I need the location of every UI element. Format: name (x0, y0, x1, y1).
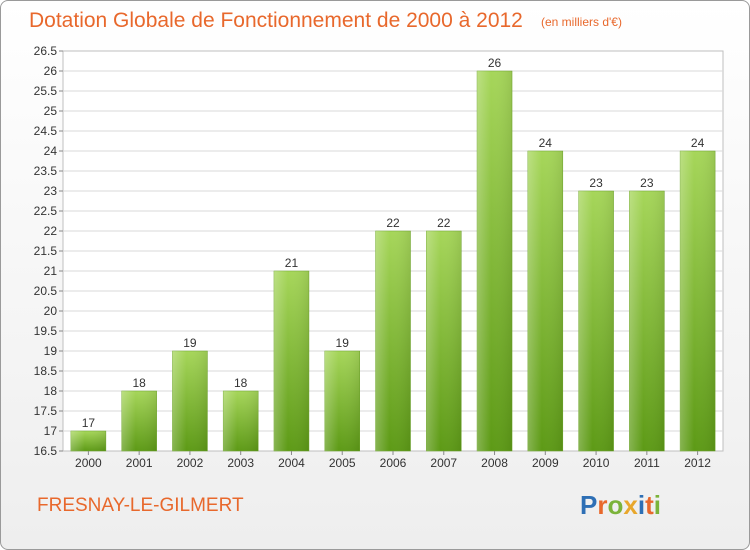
bar-shading (527, 151, 563, 451)
y-tick-label: 22.5 (34, 204, 58, 218)
data-label: 18 (234, 376, 248, 390)
x-tick-label: 2003 (227, 456, 254, 470)
x-tick-label: 2007 (430, 456, 457, 470)
proxiti-logo: Proxiti (580, 490, 661, 521)
y-tick-label: 20.5 (34, 284, 58, 298)
y-tick-label: 25 (44, 104, 58, 118)
bar-shading (578, 191, 614, 451)
y-tick-label: 26.5 (34, 44, 58, 58)
commune-name: FRESNAY-LE-GILMERT (37, 495, 244, 516)
bar-shading (426, 231, 462, 451)
y-tick-label: 19 (44, 344, 58, 358)
y-tick-label: 21.5 (34, 244, 58, 258)
bar-shading (680, 151, 716, 451)
data-label: 19 (336, 336, 350, 350)
bar-shading (324, 351, 360, 451)
data-label: 18 (132, 376, 146, 390)
bar-shading (629, 191, 665, 451)
bar-shading (375, 231, 411, 451)
y-tick-label: 22 (44, 224, 58, 238)
x-tick-label: 2005 (329, 456, 356, 470)
bar-shading (70, 431, 106, 451)
x-tick-label: 2008 (481, 456, 508, 470)
x-tick-label: 2012 (684, 456, 711, 470)
x-tick-label: 2006 (380, 456, 407, 470)
y-tick-label: 23 (44, 184, 58, 198)
x-tick-label: 2011 (634, 456, 660, 470)
y-tick-label: 21 (44, 264, 58, 278)
data-label: 22 (386, 216, 400, 230)
logo-letter: t (645, 490, 654, 520)
logo-letter: i (637, 490, 646, 520)
y-tick-label: 18 (44, 384, 58, 398)
bar-shading (172, 351, 208, 451)
y-tick-label: 16.5 (34, 444, 58, 458)
logo-letter: x (623, 490, 638, 520)
logo-letter: r (597, 490, 608, 520)
bar-shading (477, 71, 513, 451)
x-tick-label: 2010 (583, 456, 610, 470)
logo-letter: i (653, 490, 661, 520)
bar-shading (273, 271, 309, 451)
data-label: 23 (640, 176, 654, 190)
data-label: 26 (488, 56, 502, 70)
y-tick-label: 18.5 (34, 364, 58, 378)
x-tick-label: 2000 (75, 456, 102, 470)
y-tick-label: 20 (44, 304, 58, 318)
bar-shading (121, 391, 157, 451)
data-label: 23 (589, 176, 603, 190)
x-tick-label: 2009 (532, 456, 559, 470)
y-tick-label: 19.5 (34, 324, 58, 338)
y-tick-label: 24.5 (34, 124, 58, 138)
chart-subtitle: (en milliers d'€) (541, 15, 622, 29)
x-tick-label: 2002 (177, 456, 204, 470)
y-tick-label: 25.5 (34, 84, 58, 98)
data-label: 24 (691, 136, 705, 150)
y-tick-label: 23.5 (34, 164, 58, 178)
y-tick-label: 26 (44, 64, 58, 78)
data-label: 24 (539, 136, 553, 150)
logo-letter: P (580, 490, 598, 520)
data-label: 19 (183, 336, 197, 350)
x-tick-label: 2001 (126, 456, 153, 470)
data-label: 22 (437, 216, 451, 230)
y-tick-label: 17 (44, 424, 58, 438)
data-label: 21 (285, 256, 299, 270)
logo-letter: o (607, 490, 624, 520)
y-tick-label: 24 (44, 144, 58, 158)
bar-shading (223, 391, 259, 451)
data-label: 17 (82, 416, 96, 430)
y-tick-label: 17.5 (34, 404, 58, 418)
x-tick-label: 2004 (278, 456, 305, 470)
chart-title: Dotation Globale de Fonctionnement de 20… (29, 9, 523, 32)
